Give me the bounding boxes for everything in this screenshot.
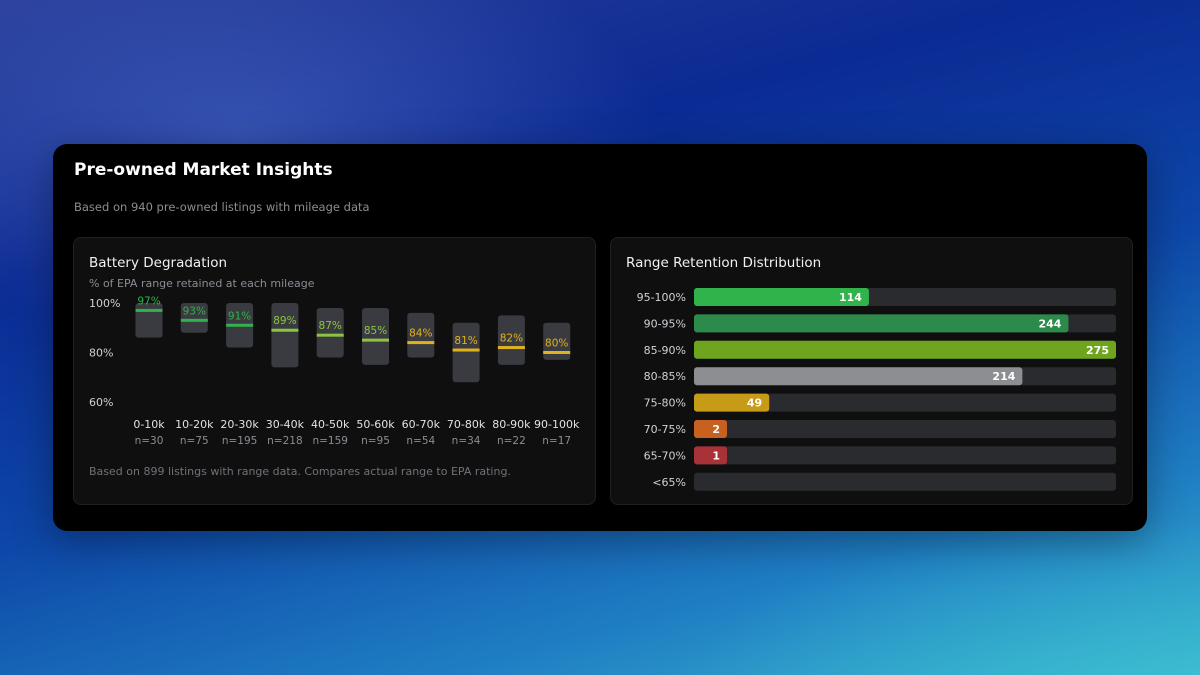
panel-subtitle: % of EPA range retained at each mileage (89, 277, 315, 290)
bar (694, 446, 727, 465)
panel-title: Battery Degradation (89, 255, 228, 271)
bar-value-label: 2 (712, 423, 720, 436)
bar (694, 314, 1069, 333)
count-label: n=159 (312, 435, 348, 447)
range-box (497, 315, 525, 365)
panel-footnote: Based on 899 listings with range data. C… (89, 465, 511, 478)
bar-value-label: 214 (992, 370, 1015, 383)
x-tick-label: 10-20k (175, 418, 214, 431)
category-label: 70-75% (644, 423, 686, 436)
y-tick-label: 60% (89, 396, 113, 409)
range-box (543, 322, 571, 360)
range-box (316, 307, 344, 358)
battery-degradation-panel: Battery Degradation % of EPA range retai… (73, 237, 596, 505)
median-marker (316, 333, 344, 337)
bar-value-label: 114 (839, 291, 862, 304)
median-marker (543, 351, 571, 354)
range-box (407, 312, 435, 358)
category-label: 85-90% (644, 344, 686, 357)
bar-value-label: 275 (1086, 344, 1109, 357)
median-marker (135, 308, 163, 312)
median-label: 82% (500, 333, 523, 345)
median-label: 91% (228, 310, 251, 322)
x-tick-label: 60-70k (402, 418, 441, 431)
median-marker (180, 318, 208, 322)
panel-title: Range Retention Distribution (626, 255, 822, 271)
median-label: 81% (454, 335, 477, 347)
range-box (452, 322, 480, 383)
bar-value-label: 1 (712, 449, 720, 462)
x-tick-label: 90-100k (534, 418, 580, 431)
category-label: <65% (652, 476, 686, 489)
count-label: n=218 (267, 435, 303, 447)
market-insights-card: Pre-owned Market Insights Based on 940 p… (53, 144, 1147, 531)
range-retention-panel: Range Retention Distribution 95-100% 114 9… (610, 237, 1133, 505)
count-label: n=54 (406, 435, 435, 447)
count-label: n=34 (452, 435, 481, 447)
x-tick-label: 40-50k (311, 418, 350, 431)
median-marker (226, 323, 254, 327)
median-marker (362, 338, 389, 342)
count-label: n=95 (361, 435, 390, 447)
count-label: n=17 (542, 435, 571, 447)
x-tick-label: 30-40k (266, 418, 305, 431)
median-marker (497, 346, 525, 350)
bar-value-label: 244 (1038, 317, 1061, 330)
median-label: 89% (273, 315, 296, 327)
bar (694, 393, 770, 412)
range-box (362, 307, 389, 365)
median-label: 97% (137, 295, 160, 307)
bar (694, 367, 1023, 386)
x-tick-label: 50-60k (356, 418, 395, 431)
category-label: 95-100% (637, 291, 686, 304)
x-tick-label: 0-10k (133, 418, 165, 431)
median-marker (271, 328, 299, 332)
median-marker (407, 341, 435, 345)
bar-track (694, 472, 1116, 491)
y-tick-label: 100% (89, 297, 120, 310)
x-tick-label: 70-80k (447, 418, 486, 431)
median-label: 87% (319, 320, 342, 332)
range-retention-chart: 95-100% 114 90-95% 244 85-90% 275 80-85% 214 75-… (637, 288, 1116, 491)
x-tick-label: 80-90k (492, 418, 531, 431)
range-box (180, 303, 208, 333)
median-label: 93% (183, 305, 206, 317)
bar (694, 340, 1116, 359)
range-box (135, 303, 163, 338)
card-subtitle: Based on 940 pre-owned listings with mil… (74, 200, 370, 214)
battery-degradation-chart: 100% 80% 60% 97% 0-10k n=30 93% 10-20k n=75 91% 20… (89, 295, 580, 447)
bar (694, 288, 869, 306)
median-label: 84% (409, 328, 432, 340)
bar-track (694, 393, 1116, 412)
category-label: 75-80% (644, 397, 686, 410)
card-title: Pre-owned Market Insights (74, 160, 333, 180)
bar (694, 420, 727, 438)
category-label: 65-70% (644, 449, 686, 462)
count-label: n=75 (180, 435, 209, 447)
count-label: n=22 (497, 435, 526, 447)
bar-value-label: 49 (747, 397, 762, 410)
median-label: 80% (545, 338, 568, 350)
category-label: 90-95% (644, 317, 686, 330)
count-label: n=195 (222, 435, 258, 447)
median-marker (452, 348, 480, 352)
range-box (271, 303, 299, 368)
x-tick-label: 20-30k (220, 418, 259, 431)
category-label: 80-85% (644, 370, 686, 383)
bar-track (694, 420, 1116, 438)
bar-track (694, 446, 1116, 465)
y-tick-label: 80% (89, 347, 113, 360)
median-label: 85% (364, 325, 387, 337)
count-label: n=30 (135, 435, 164, 447)
